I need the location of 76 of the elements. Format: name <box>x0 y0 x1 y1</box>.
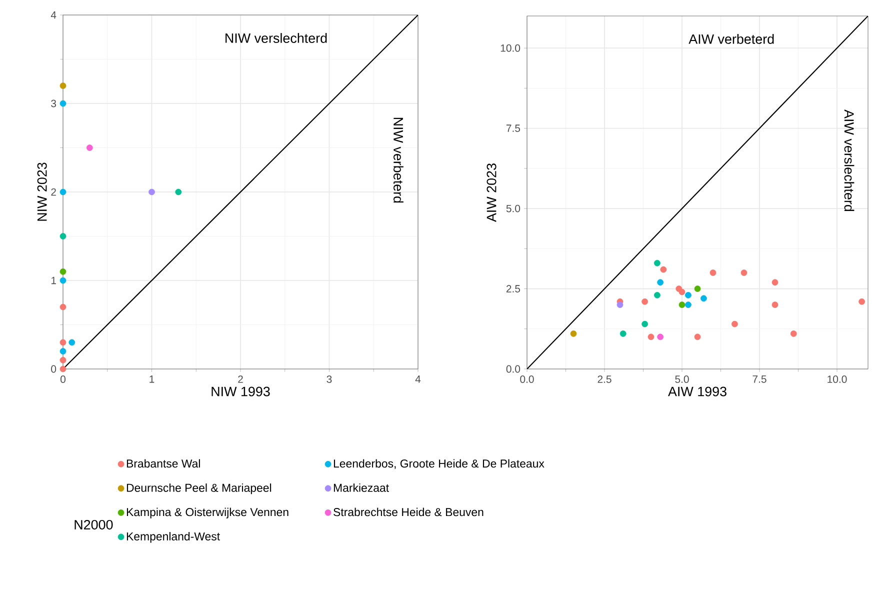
x-tick-label: 2 <box>238 376 243 383</box>
point <box>772 279 778 286</box>
point <box>678 302 686 308</box>
legend-label: Strabrechtse Heide & Beuven <box>334 508 484 516</box>
point <box>570 330 577 337</box>
y-tick-label: 10.0 <box>500 44 520 52</box>
point <box>678 288 686 296</box>
y-tick-label: 1 <box>51 276 56 284</box>
legend-label: Kempenland-West <box>126 532 220 543</box>
y-tick-label: 5.0 <box>506 204 520 212</box>
point <box>694 286 701 292</box>
x-tick-label: 5.0 <box>675 376 689 383</box>
x-tick-label: 7.5 <box>752 376 766 383</box>
x-axis-title: NIW 1993 <box>212 386 270 396</box>
point <box>60 82 66 89</box>
point <box>740 270 748 276</box>
y-tick-label: 0.0 <box>506 365 520 373</box>
point <box>685 292 692 298</box>
x-tick-label: 4 <box>415 376 421 383</box>
point <box>60 366 66 372</box>
point <box>710 270 716 276</box>
legend-label: Kampina & Oisterwijkse Vennen <box>126 508 288 518</box>
point <box>616 302 624 308</box>
y-tick-label: 0 <box>51 365 56 373</box>
point <box>660 266 667 273</box>
y-tick-label: 3 <box>51 100 56 108</box>
y-axis-title: NIW 2023 <box>37 162 47 221</box>
point <box>790 330 797 337</box>
point <box>60 277 66 284</box>
x-axis-title: AIW 1993 <box>668 386 726 396</box>
point <box>654 260 660 266</box>
point <box>700 295 707 302</box>
point <box>60 100 66 107</box>
y-tick-label: 7.5 <box>506 124 520 132</box>
point <box>685 302 692 308</box>
point <box>60 233 66 240</box>
point <box>175 188 182 196</box>
x-tick-label: 3 <box>326 376 332 383</box>
point <box>732 320 738 328</box>
point <box>642 320 648 328</box>
legend-label: Leenderbos, Groote Heide & De Plateaux <box>334 459 544 469</box>
x-tick-label: 0 <box>60 376 66 383</box>
legend-title: N2000 <box>74 520 113 530</box>
point <box>60 188 66 196</box>
point <box>648 334 654 340</box>
point <box>657 279 664 286</box>
point <box>858 298 866 305</box>
x-tick-label: 0.0 <box>520 376 534 383</box>
point <box>60 339 66 346</box>
point <box>620 330 626 337</box>
point <box>60 304 66 310</box>
y-tick-label: 2.5 <box>506 285 520 292</box>
point <box>60 356 66 364</box>
legend-label: Brabantse Wal <box>126 459 200 468</box>
y-tick-label: 4 <box>50 11 56 19</box>
x-tick-label: 10.0 <box>828 376 847 383</box>
point <box>642 298 648 305</box>
point <box>654 292 660 298</box>
legend-label: Deurnsche Peel & Mariapeel <box>126 483 272 494</box>
legend-label: Markiezaat <box>334 483 389 492</box>
point <box>694 334 701 340</box>
x-tick-label: 2.5 <box>598 376 612 383</box>
y-tick-label: 2 <box>51 188 56 196</box>
point <box>60 348 66 354</box>
point <box>86 144 93 151</box>
annotation: NIW verbeterd <box>394 118 404 203</box>
point <box>657 334 664 340</box>
annotation: AIW verslechterd <box>844 110 854 212</box>
point <box>60 268 66 275</box>
point <box>772 302 778 308</box>
annotation: AIW verbeterd <box>688 34 774 44</box>
point <box>68 339 76 346</box>
x-tick-label: 1 <box>150 376 154 383</box>
y-axis-title: AIW 2023 <box>486 164 496 222</box>
annotation: NIW verslechterd <box>226 33 327 43</box>
point <box>148 188 155 196</box>
